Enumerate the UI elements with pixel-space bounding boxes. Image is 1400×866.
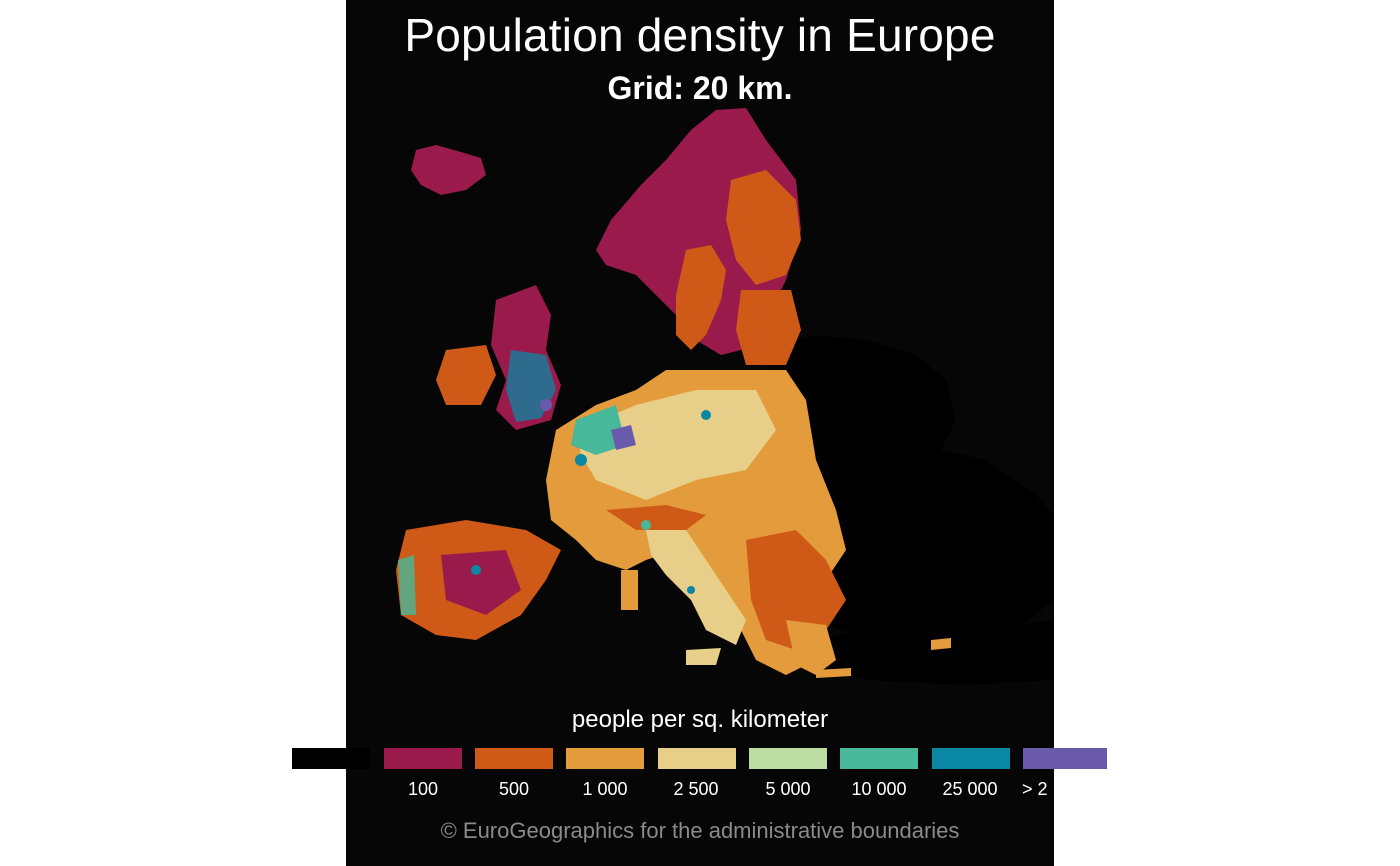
map-title: Population density in Europe [404,9,996,61]
london-city [540,399,552,411]
ireland [436,345,496,405]
berlin-city [701,410,711,420]
legend-swatch-4 [658,748,736,769]
legend-swatch-6 [840,748,918,769]
italy [646,530,746,645]
paris-city [575,454,587,466]
europe-density-map [396,108,1054,685]
map-subtitle: Grid: 20 km. [607,70,793,106]
sweden-south [676,245,726,350]
iceland [411,145,486,195]
legend-tick-5000: 5 000 [765,779,811,799]
rome-city [687,586,695,594]
legend-swatch-8 [1023,748,1107,769]
legend-title: people per sq. kilometer [571,706,829,733]
cyprus [931,638,951,650]
legend-tick-25000: 25 000 [942,779,998,799]
balkans [746,530,846,650]
finland [726,170,801,285]
benelux-dense [571,405,626,455]
portugal-coast [398,555,416,615]
legend-swatch-3 [566,748,644,769]
turkey-landmass [816,620,1054,685]
credit-text: © EuroGeographics for the administrative… [440,818,960,843]
legend-tick-10000: 10 000 [851,779,907,799]
legend-tick-last: > 2 [1022,779,1048,799]
legend-swatch-0 [292,748,370,769]
greece [786,620,836,675]
legend-tick-100: 100 [407,779,439,799]
sicily [686,648,721,665]
alps [606,505,706,530]
crete [816,668,851,678]
legend-tick-overflow: > 2 [1022,779,1054,803]
milan-city [641,520,651,530]
legend-swatch-2 [475,748,553,769]
legend-tick-1000: 1 000 [582,779,628,799]
legend-tick-2500: 2 500 [673,779,719,799]
iberia-interior [441,550,521,615]
sardinia [621,570,638,610]
baltic-states [736,290,801,365]
eastern-europe-landmass [766,335,1054,655]
legend-swatch-1 [384,748,462,769]
legend-swatch-5 [749,748,827,769]
madrid-city [471,565,481,575]
central-europe-dense [576,390,776,500]
legend-tick-500: 500 [498,779,530,799]
rhine-ruhr [611,425,636,450]
legend-swatch-7 [932,748,1010,769]
